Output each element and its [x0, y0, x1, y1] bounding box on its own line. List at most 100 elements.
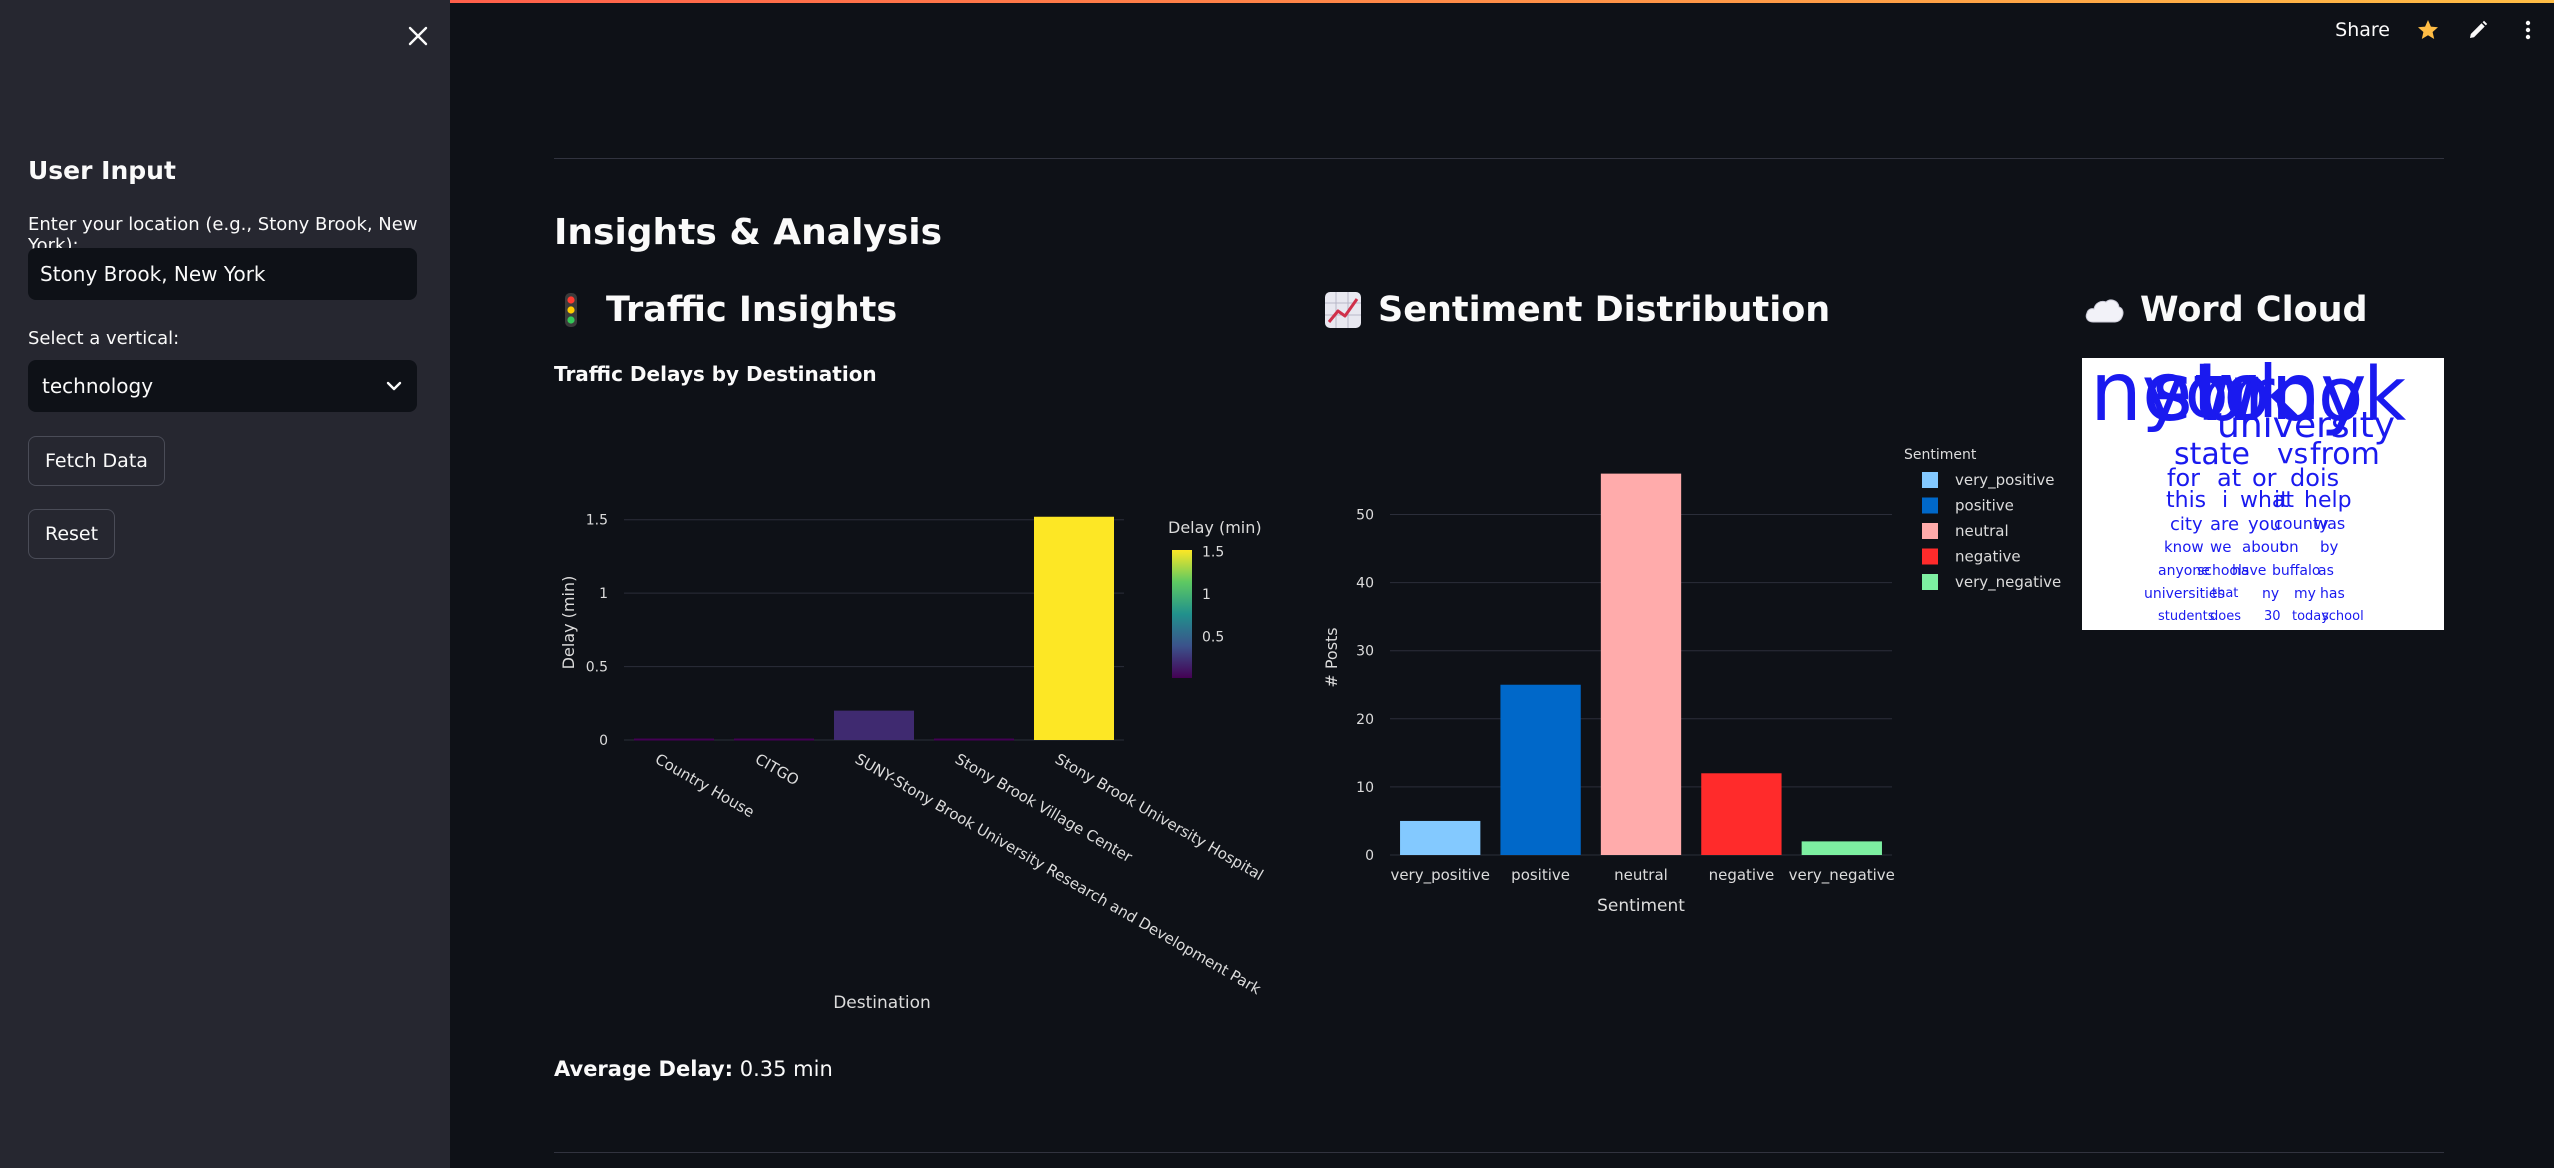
edit-button[interactable]: [2466, 18, 2490, 42]
word-cloud-image: new york stony brook university state vs from fo…: [2082, 358, 2444, 630]
chevron-down-icon: [386, 381, 402, 391]
traffic-chart-title: Traffic Delays by Destination: [554, 362, 877, 386]
vertical-label: Select a vertical:: [28, 328, 180, 349]
word-cloud-word: it: [2274, 488, 2289, 513]
legend-item: very_negative: [1955, 573, 2061, 592]
word-cloud-word: is: [2320, 464, 2340, 492]
location-input[interactable]: [28, 248, 417, 300]
colorbar-tick-label: 1: [1202, 587, 1211, 603]
y-tick-label: 40: [1356, 576, 1374, 592]
word-cloud-word: what: [2240, 488, 2295, 513]
word-cloud-word: county: [2274, 514, 2329, 533]
colorbar-tick-label: 1.5: [1202, 545, 1224, 561]
x-axis-title: Destination: [833, 993, 931, 1013]
bar: [1701, 773, 1782, 855]
header-toolbar: Share: [2335, 18, 2540, 42]
average-delay-label: Average Delay:: [554, 1057, 734, 1081]
close-sidebar-button[interactable]: [404, 22, 432, 50]
bar: [1034, 516, 1114, 740]
word-cloud-word: you: [2248, 514, 2282, 535]
bar: [1600, 473, 1682, 855]
y-tick-label: 0.5: [586, 660, 608, 676]
divider-top: [554, 158, 2444, 159]
word-cloud-word: schools: [2197, 563, 2250, 579]
word-cloud-word: school: [2322, 609, 2364, 624]
word-cloud-word: vs: [2277, 437, 2309, 470]
divider-bottom: [554, 1152, 2444, 1153]
vertical-select[interactable]: technology: [28, 360, 417, 412]
traffic-light-icon: [565, 293, 577, 327]
legend-swatch: [1922, 497, 1938, 514]
word-cloud-word: have: [2232, 563, 2267, 579]
word-cloud-word: state: [2174, 437, 2250, 472]
bar: [834, 710, 914, 740]
more-menu-button[interactable]: [2516, 18, 2540, 42]
word-cloud-word: has: [2320, 586, 2345, 602]
sentiment-title-text: Sentiment Distribution: [1378, 290, 1831, 330]
legend-item: neutral: [1955, 522, 2009, 540]
average-delay-value: 0.35 min: [739, 1057, 833, 1081]
x-tick-label: negative: [1709, 866, 1775, 884]
y-tick-label: 0: [599, 733, 608, 749]
cloud-icon: [2085, 299, 2124, 323]
word-cloud-word: universities: [2144, 586, 2225, 602]
legend-title: Sentiment: [1904, 447, 1977, 463]
favorite-button[interactable]: [2416, 18, 2440, 42]
chart-increasing-icon: [1325, 292, 1361, 328]
legend-swatch: [1922, 472, 1938, 488]
page-title: Insights & Analysis: [554, 212, 943, 253]
colorbar-title: Delay (min): [1168, 518, 1262, 537]
legend-item: very_positive: [1955, 471, 2055, 490]
reset-button[interactable]: Reset: [28, 509, 116, 559]
bar: [734, 738, 814, 741]
y-tick-label: 1.5: [586, 513, 608, 529]
x-tick-label: Stony Brook Village Center: [952, 750, 1136, 867]
vertical-select-value: technology: [42, 374, 154, 398]
word-cloud-word: about: [2242, 538, 2286, 556]
word-cloud-word: this: [2166, 488, 2207, 513]
fetch-data-button[interactable]: Fetch Data: [28, 436, 165, 486]
sentiment-section-title: Sentiment Distribution: [1324, 290, 1830, 330]
word-cloud-word: as: [2318, 563, 2334, 579]
bar: [934, 738, 1014, 741]
word-cloud-word: at: [2217, 464, 2242, 492]
word-cloud-word: i: [2222, 488, 2229, 513]
bar: [1801, 841, 1882, 855]
y-axis-title: Delay (min): [559, 576, 578, 670]
word-cloud-word: my: [2294, 586, 2316, 602]
word-cloud-word: ny: [2262, 586, 2280, 602]
legend-item: negative: [1955, 548, 2021, 566]
sidebar-title: User Input: [28, 156, 176, 185]
wordcloud-section-title: Word Cloud: [2084, 290, 2368, 330]
word-cloud-word: city: [2170, 514, 2203, 535]
star-icon: [2418, 20, 2438, 39]
wordcloud-title-text: Word Cloud: [2140, 290, 2368, 330]
word-cloud-word: 30: [2264, 609, 2281, 624]
word-cloud-word: anyone: [2158, 563, 2210, 579]
word-cloud-word: do: [2290, 464, 2320, 492]
x-axis-title: Sentiment: [1597, 896, 1685, 916]
more-menu-icon: [2525, 20, 2531, 40]
y-tick-label: 1: [599, 586, 608, 602]
word-cloud-word: university: [2217, 405, 2396, 446]
y-tick-label: 50: [1356, 507, 1374, 523]
word-cloud-word: was: [2314, 514, 2346, 533]
word-cloud-word: know: [2164, 538, 2204, 556]
word-cloud-word: does: [2210, 609, 2241, 624]
y-axis-title: # Posts: [1322, 627, 1341, 687]
y-tick-label: 30: [1356, 644, 1374, 660]
share-button[interactable]: Share: [2335, 19, 2390, 41]
colorbar: [1172, 550, 1192, 678]
legend-swatch: [1922, 548, 1938, 565]
x-tick-label: SUNY-Stony Brook University Research and…: [852, 750, 1264, 998]
traffic-title-text: Traffic Insights: [606, 290, 898, 330]
traffic-section-title: Traffic Insights: [564, 290, 897, 330]
y-tick-label: 0: [1365, 848, 1374, 864]
word-cloud-word: today: [2292, 609, 2329, 624]
word-cloud-word: stony: [2152, 358, 2367, 438]
word-cloud-word: or: [2252, 464, 2277, 492]
word-cloud-word: help: [2304, 488, 2352, 513]
y-tick-label: 20: [1356, 712, 1374, 728]
bar: [1500, 684, 1581, 855]
legend-swatch: [1922, 523, 1938, 539]
